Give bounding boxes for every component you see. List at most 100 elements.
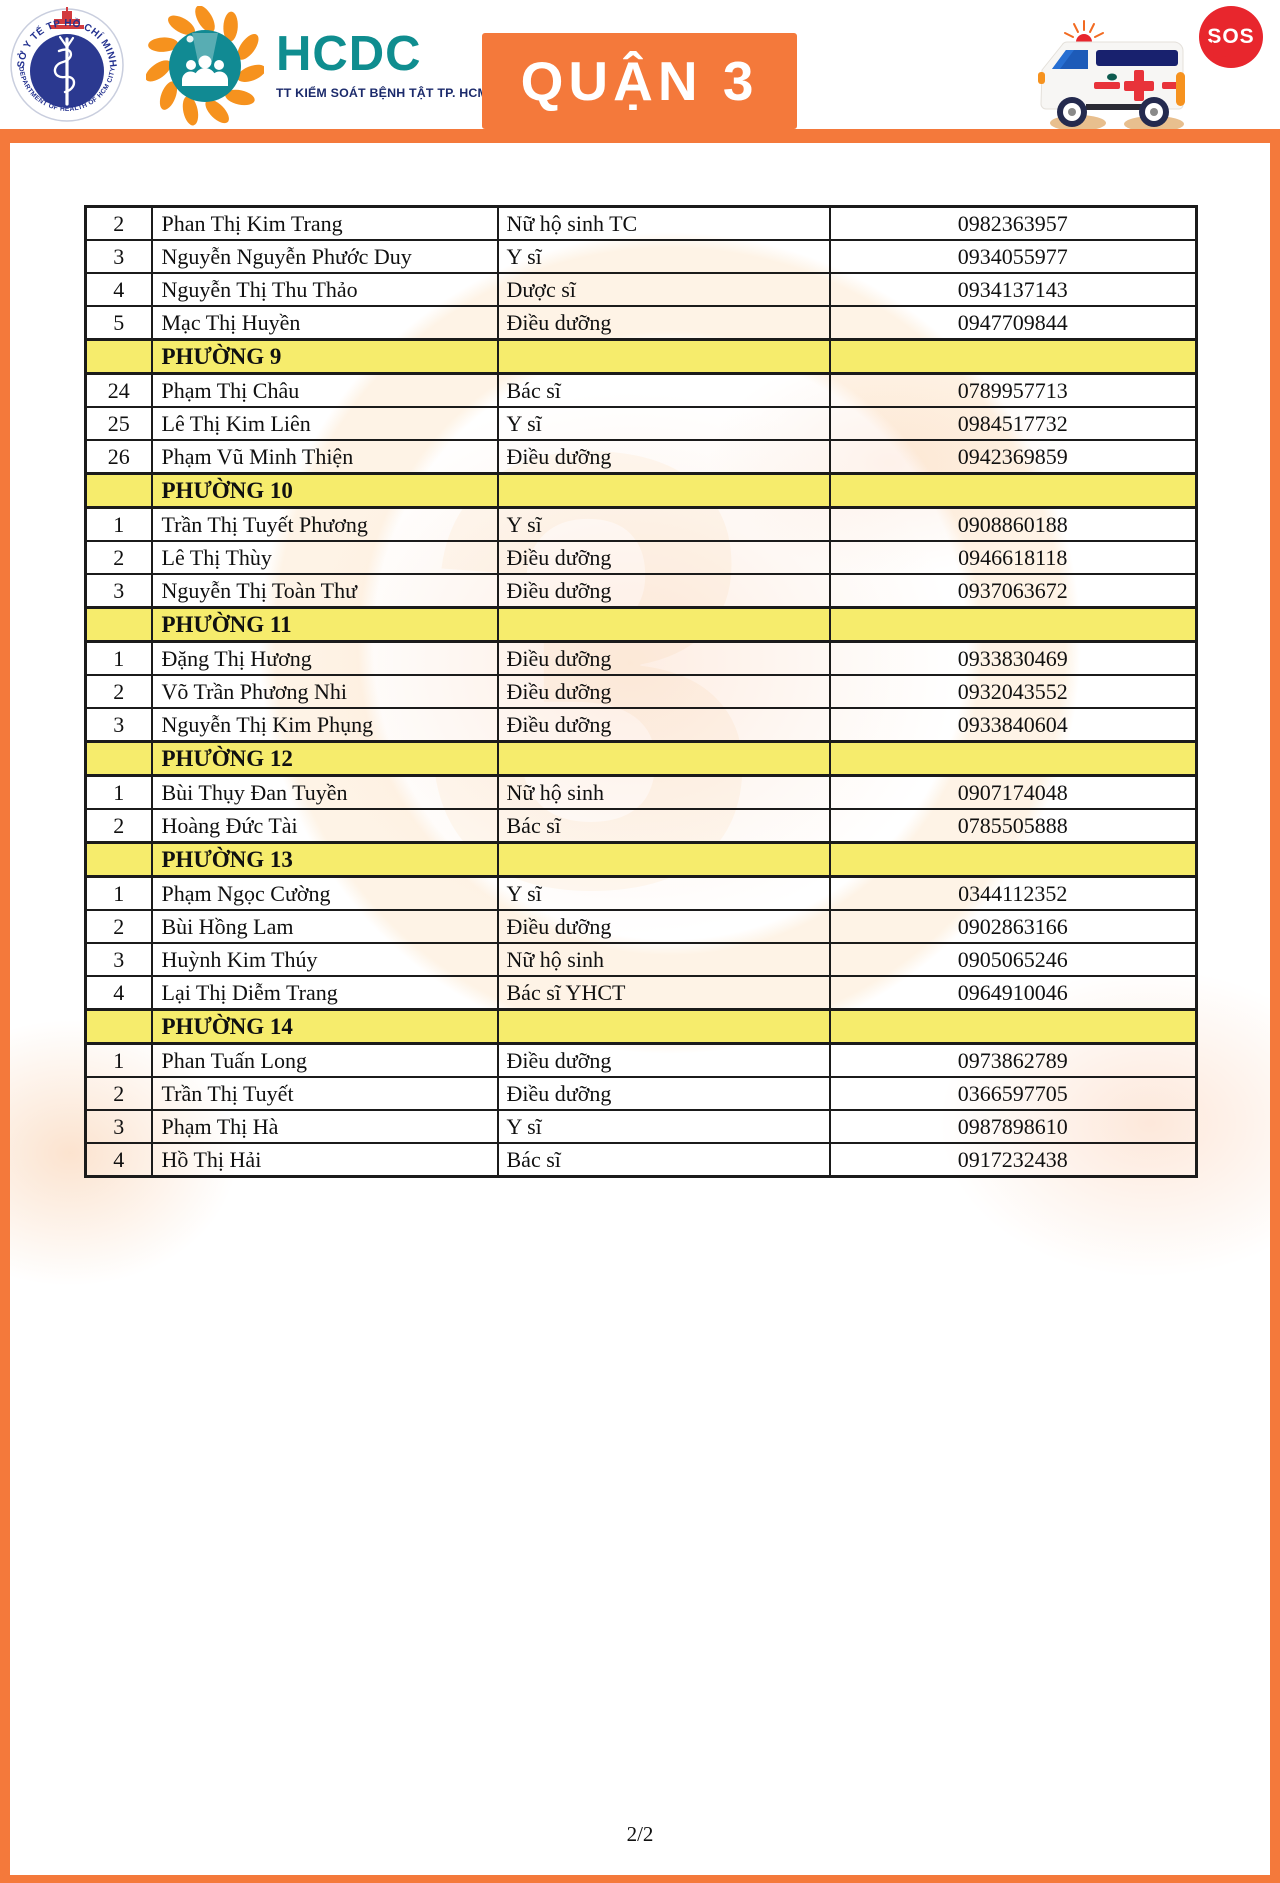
hcdc-wordmark: HCDC TT KIỂM SOÁT BỆNH TẬT TP. HCM bbox=[276, 27, 488, 101]
staff-name-cell: Lê Thị Thùy bbox=[150, 540, 499, 575]
city-hall-icon bbox=[50, 7, 84, 29]
ward-section-empty-cell bbox=[496, 338, 831, 375]
hcdc-title: HCDC bbox=[276, 27, 422, 81]
wreath-ring bbox=[146, 6, 264, 126]
staff-phone-cell: 0344112352 bbox=[828, 875, 1198, 911]
staff-role-cell: Điều dưỡng bbox=[496, 1042, 831, 1078]
staff-role-cell: Nữ hộ sinh bbox=[496, 774, 831, 810]
staff-role-cell: Điều dưỡng bbox=[496, 1076, 831, 1111]
ward-section-empty-cell bbox=[84, 606, 153, 643]
staff-role-cell: Điều dưỡng bbox=[496, 573, 831, 609]
staff-role-cell: Y sĩ bbox=[496, 875, 831, 911]
sos-label: SOS bbox=[1207, 25, 1255, 48]
row-number-cell: 3 bbox=[84, 239, 153, 274]
staff-name-cell: Nguyễn Thị Thu Thảo bbox=[150, 272, 499, 307]
staff-name-cell: Phạm Ngọc Cường bbox=[150, 875, 499, 911]
ward-section-label: PHƯỜNG 11 bbox=[150, 606, 499, 643]
row-number-cell: 4 bbox=[84, 975, 153, 1011]
ward-section-empty-cell bbox=[828, 740, 1198, 777]
staff-name-cell: Nguyễn Nguyễn Phước Duy bbox=[150, 239, 499, 274]
ward-section-empty-cell bbox=[496, 1008, 831, 1045]
ward-section-empty-cell bbox=[84, 338, 153, 375]
ward-section-empty-cell bbox=[84, 740, 153, 777]
row-number-cell: 3 bbox=[84, 573, 153, 609]
siren-rays bbox=[1064, 20, 1104, 38]
staff-role-cell: Nữ hộ sinh bbox=[496, 942, 831, 977]
staff-row: 3 Nguyễn Nguyễn Phước Duy Y sĩ 0934055977 bbox=[84, 239, 1198, 274]
staff-name-cell: Bùi Thụy Đan Tuyền bbox=[150, 774, 499, 810]
staff-role-cell: Điều dưỡng bbox=[496, 909, 831, 944]
staff-row: 25 Lê Thị Kim Liên Y sĩ 0984517732 bbox=[84, 406, 1198, 441]
staff-phone-cell: 0937063672 bbox=[828, 573, 1198, 609]
staff-row: 1 Phan Tuấn Long Điều dưỡng 0973862789 bbox=[84, 1042, 1198, 1078]
staff-role-cell: Bác sĩ YHCT bbox=[496, 975, 831, 1011]
row-number-cell: 1 bbox=[84, 774, 153, 810]
staff-phone-cell: 0973862789 bbox=[828, 1042, 1198, 1078]
staff-row: 1 Đặng Thị Hương Điều dưỡng 0933830469 bbox=[84, 640, 1198, 676]
ward-section-row: PHƯỜNG 12 bbox=[84, 740, 1198, 777]
people-icons bbox=[182, 35, 228, 86]
staff-row: 2 Lê Thị Thùy Điều dưỡng 0946618118 bbox=[84, 540, 1198, 575]
staff-phone-cell: 0907174048 bbox=[828, 774, 1198, 810]
hcdc-wreath-logo bbox=[146, 6, 264, 126]
ward-section-empty-cell bbox=[496, 841, 831, 878]
ward-section-label: PHƯỜNG 12 bbox=[150, 740, 499, 777]
staff-row: 2 Hoàng Đức Tài Bác sĩ 0785505888 bbox=[84, 808, 1198, 844]
ward-section-empty-cell bbox=[828, 338, 1198, 375]
row-number-cell: 1 bbox=[84, 506, 153, 542]
staff-phone-cell: 0917232438 bbox=[828, 1142, 1198, 1178]
staff-row: 1 Trần Thị Tuyết Phương Y sĩ 0908860188 bbox=[84, 506, 1198, 542]
light-rays bbox=[192, 33, 218, 62]
row-number-cell: 3 bbox=[84, 1109, 153, 1144]
sos-badge: SOS bbox=[1199, 6, 1263, 68]
row-number-cell: 1 bbox=[84, 1042, 153, 1078]
ward-section-empty-cell bbox=[84, 472, 153, 509]
staff-name-cell: Phạm Vũ Minh Thiện bbox=[150, 439, 499, 475]
district-banner: QUẬN 3 bbox=[482, 33, 797, 129]
staff-row: 26 Phạm Vũ Minh Thiện Điều dưỡng 0942369859 bbox=[84, 439, 1198, 475]
staff-contact-table: 2 Phan Thị Kim Trang Nữ hộ sinh TC 09823639… bbox=[84, 205, 1198, 1178]
staff-row: 5 Mạc Thị Huyền Điều dưỡng 0947709844 bbox=[84, 305, 1198, 341]
staff-role-cell: Điều dưỡng bbox=[496, 540, 831, 575]
ward-section-label: PHƯỜNG 13 bbox=[150, 841, 499, 878]
staff-role-cell: Y sĩ bbox=[496, 1109, 831, 1144]
staff-phone-cell: 0987898610 bbox=[828, 1109, 1198, 1144]
staff-name-cell: Lại Thị Diễm Trang bbox=[150, 975, 499, 1011]
row-number-cell: 1 bbox=[84, 640, 153, 676]
ward-section-empty-cell bbox=[828, 841, 1198, 878]
staff-role-cell: Y sĩ bbox=[496, 506, 831, 542]
staff-role-cell: Bác sĩ bbox=[496, 808, 831, 844]
staff-role-cell: Bác sĩ bbox=[496, 372, 831, 408]
ward-section-row: PHƯỜNG 14 bbox=[84, 1008, 1198, 1045]
row-number-cell: 2 bbox=[84, 205, 153, 241]
staff-phone-cell: 0933830469 bbox=[828, 640, 1198, 676]
staff-phone-cell: 0933840604 bbox=[828, 707, 1198, 743]
ward-section-row: PHƯỜNG 10 bbox=[84, 472, 1198, 509]
row-number-cell: 2 bbox=[84, 909, 153, 944]
staff-phone-cell: 0366597705 bbox=[828, 1076, 1198, 1111]
staff-name-cell: Huỳnh Kim Thúy bbox=[150, 942, 499, 977]
staff-row: 3 Nguyễn Thị Toàn Thư Điều dưỡng 0937063672 bbox=[84, 573, 1198, 609]
staff-row: 24 Phạm Thị Châu Bác sĩ 0789957713 bbox=[84, 372, 1198, 408]
staff-name-cell: Võ Trần Phương Nhi bbox=[150, 674, 499, 709]
staff-phone-cell: 0908860188 bbox=[828, 506, 1198, 542]
staff-phone-cell: 0984517732 bbox=[828, 406, 1198, 441]
row-number-cell: 1 bbox=[84, 875, 153, 911]
staff-name-cell: Phan Thị Kim Trang bbox=[150, 205, 499, 241]
ward-section-row: PHƯỜNG 11 bbox=[84, 606, 1198, 643]
staff-role-cell: Điều dưỡng bbox=[496, 305, 831, 341]
staff-phone-cell: 0789957713 bbox=[828, 372, 1198, 408]
ward-section-empty-cell bbox=[828, 606, 1198, 643]
staff-phone-cell: 0982363957 bbox=[828, 205, 1198, 241]
staff-phone-cell: 0785505888 bbox=[828, 808, 1198, 844]
staff-phone-cell: 0964910046 bbox=[828, 975, 1198, 1011]
district-banner-label: QUẬN 3 bbox=[520, 50, 759, 112]
row-number-cell: 5 bbox=[84, 305, 153, 341]
staff-phone-cell: 0946618118 bbox=[828, 540, 1198, 575]
staff-name-cell: Trần Thị Tuyết Phương bbox=[150, 506, 499, 542]
row-number-cell: 24 bbox=[84, 372, 153, 408]
row-number-cell: 2 bbox=[84, 1076, 153, 1111]
row-number-cell: 2 bbox=[84, 674, 153, 709]
staff-row: 1 Bùi Thụy Đan Tuyền Nữ hộ sinh 0907174048 bbox=[84, 774, 1198, 810]
ambulance-icon bbox=[1038, 20, 1185, 132]
